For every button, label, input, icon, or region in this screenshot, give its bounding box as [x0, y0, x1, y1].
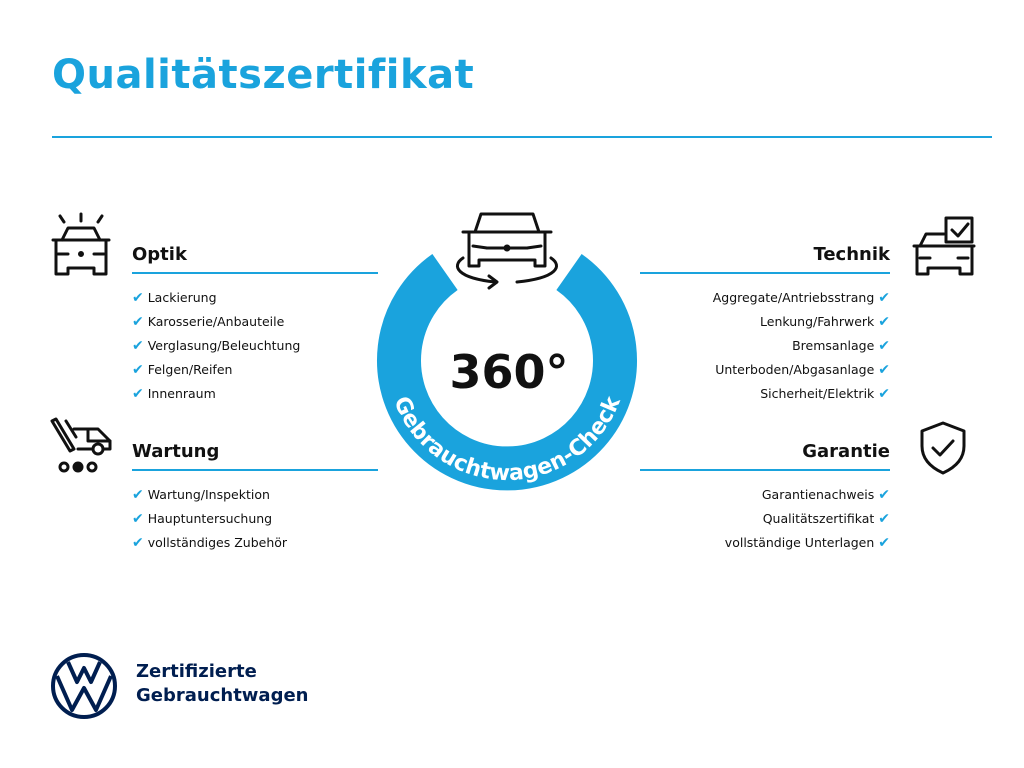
section-divider [132, 469, 378, 471]
section-heading: Optik [132, 244, 187, 265]
item-label: Felgen/Reifen [147, 362, 233, 377]
section-wartung: Wartung ✔ Wartung/Inspektion ✔ Hauptunte… [132, 439, 378, 555]
item-label: Qualitätszertifikat [762, 511, 875, 526]
section-divider [640, 272, 890, 274]
list-item: vollständige Unterlagen ✔ [640, 531, 890, 555]
list-item: ✔ Felgen/Reifen [132, 358, 378, 382]
check-icon: ✔ [878, 487, 890, 503]
footer-brand-text: Zertifizierte Gebrauchtwagen [136, 660, 308, 708]
check-icon: ✔ [878, 362, 890, 378]
badge-ring [377, 254, 637, 491]
check-icon: ✔ [132, 487, 144, 503]
item-label: vollständiges Zubehör [147, 535, 288, 550]
list-item: ✔ Wartung/Inspektion [132, 483, 378, 507]
check-icon: ✔ [878, 511, 890, 527]
item-label: Hauptuntersuchung [147, 511, 273, 526]
item-label: Aggregate/Antriebsstrang [712, 290, 875, 305]
shield-check-icon [920, 421, 966, 475]
list-item: Qualitätszertifikat ✔ [640, 507, 890, 531]
item-label: Lackierung [147, 290, 217, 305]
check-icon: ✔ [132, 535, 144, 551]
section-optik: Optik ✔ Lackierung ✔ Karosserie/Anbautei… [132, 242, 378, 406]
car-lights-icon [51, 212, 111, 276]
list-item: ✔ vollständiges Zubehör [132, 531, 378, 555]
check-icon: ✔ [132, 290, 144, 306]
list-item: Sicherheit/Elektrik ✔ [640, 382, 890, 406]
check-icon: ✔ [878, 338, 890, 354]
service-van-icon [50, 417, 112, 473]
title-divider [52, 136, 992, 138]
list-item: Bremsanlage ✔ [640, 334, 890, 358]
list-item: ✔ Karosserie/Anbauteile [132, 310, 378, 334]
item-label: Innenraum [147, 386, 216, 401]
footer-line-2: Gebrauchtwagen [136, 685, 309, 706]
check-icon: ✔ [878, 535, 890, 551]
car-rotate-icon [456, 212, 558, 290]
section-heading: Technik [813, 244, 890, 265]
360-check-badge: Gebrauchtwagen-Check 360° [377, 212, 637, 491]
footer-line-1: Zertifizierte [136, 661, 257, 682]
check-icon: ✔ [878, 314, 890, 330]
list-item: ✔ Hauptuntersuchung [132, 507, 378, 531]
badge-number: 360° [449, 345, 568, 399]
section-divider [640, 469, 890, 471]
check-icon: ✔ [132, 386, 144, 402]
item-label: Unterboden/Abgasanlage [715, 362, 875, 377]
item-label: Lenkung/Fahrwerk [760, 314, 875, 329]
check-icon: ✔ [132, 362, 144, 378]
section-heading: Garantie [802, 441, 890, 462]
item-label: vollständige Unterlagen [724, 535, 875, 550]
section-garantie: Garantie Garantienachweis ✔ Qualitätszer… [640, 439, 890, 555]
item-label: Verglasung/Beleuchtung [147, 338, 301, 353]
check-icon: ✔ [878, 290, 890, 306]
list-item: Aggregate/Antriebsstrang ✔ [640, 286, 890, 310]
vw-logo [51, 653, 117, 719]
car-checklist-icon [912, 216, 976, 276]
item-label: Garantienachweis [761, 487, 875, 502]
check-icon: ✔ [878, 386, 890, 402]
check-icon: ✔ [132, 314, 144, 330]
item-label: Karosserie/Anbauteile [147, 314, 285, 329]
list-item: ✔ Lackierung [132, 286, 378, 310]
list-item: Lenkung/Fahrwerk ✔ [640, 310, 890, 334]
section-heading: Wartung [132, 441, 220, 462]
page-title: Qualitätszertifikat [52, 52, 475, 98]
list-item: ✔ Innenraum [132, 382, 378, 406]
check-icon: ✔ [132, 511, 144, 527]
item-label: Bremsanlage [792, 338, 875, 353]
section-divider [132, 272, 378, 274]
list-item: ✔ Verglasung/Beleuchtung [132, 334, 378, 358]
list-item: Garantienachweis ✔ [640, 483, 890, 507]
check-icon: ✔ [132, 338, 144, 354]
section-technik: Technik Aggregate/Antriebsstrang ✔ Lenku… [640, 242, 890, 406]
list-item: Unterboden/Abgasanlage ✔ [640, 358, 890, 382]
item-label: Wartung/Inspektion [147, 487, 270, 502]
item-label: Sicherheit/Elektrik [760, 386, 875, 401]
